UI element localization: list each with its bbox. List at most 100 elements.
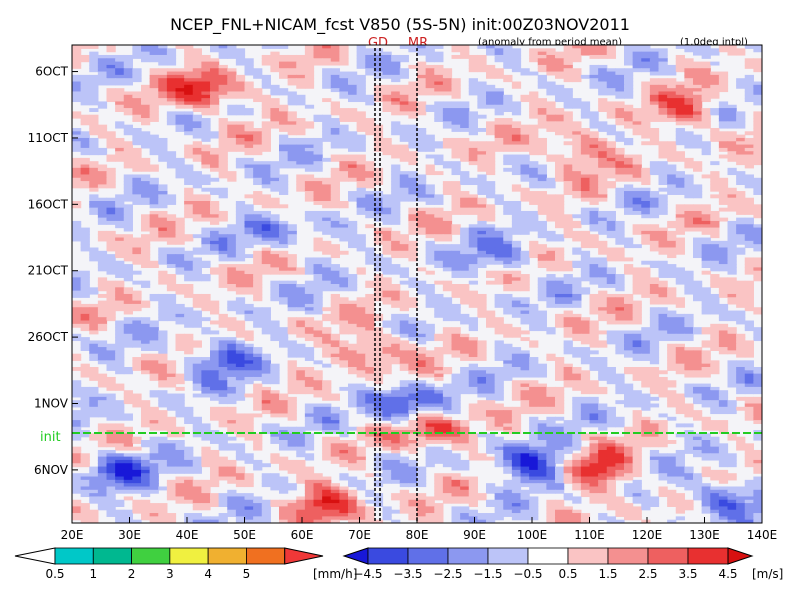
heatmap-cell (511, 350, 522, 355)
heatmap-cell (201, 181, 211, 186)
heatmap-cell (511, 247, 522, 252)
heatmap-cell (72, 91, 82, 96)
heatmap-cell (253, 220, 263, 225)
heatmap-cell (460, 201, 470, 205)
heatmap-cell (184, 201, 194, 205)
heatmap-cell (313, 154, 323, 159)
heatmap-cell (658, 84, 668, 89)
heatmap-cell (555, 287, 565, 292)
heatmap-cell (339, 51, 349, 56)
heatmap-cell (503, 343, 513, 348)
heatmap-cell (322, 124, 332, 129)
heatmap-cell (141, 220, 151, 225)
heatmap-cell (546, 111, 556, 116)
heatmap-cell (486, 317, 496, 322)
heatmap-cell (710, 284, 720, 288)
heatmap-cell (615, 250, 625, 255)
heatmap-cell (115, 204, 125, 209)
heatmap-cell (296, 177, 306, 182)
heatmap-cell (460, 111, 470, 116)
heatmap-cell (546, 61, 556, 66)
heatmap-cell (141, 264, 151, 269)
heatmap-cell (477, 217, 487, 222)
heatmap-cell (391, 234, 401, 239)
heatmap-cell (244, 71, 254, 76)
heatmap-cell (89, 68, 99, 73)
heatmap-cell (520, 154, 530, 159)
heatmap-cell (391, 84, 401, 89)
heatmap-cell (537, 171, 547, 176)
heatmap-cell (365, 313, 375, 318)
heatmap-cell (218, 191, 228, 195)
heatmap-cell (348, 234, 358, 239)
heatmap-cell (149, 224, 159, 229)
heatmap-cell (235, 137, 246, 142)
heatmap-cell (546, 124, 556, 129)
heatmap-cell (520, 280, 530, 285)
heatmap-cell (460, 290, 470, 295)
heatmap-cell (425, 154, 435, 159)
heatmap-cell (675, 111, 685, 116)
heatmap-cell (408, 333, 418, 338)
heatmap-cell (382, 250, 392, 255)
heatmap-cell (693, 287, 703, 292)
heatmap-cell (701, 270, 711, 275)
heatmap-cell (123, 68, 133, 73)
heatmap-cell (632, 274, 642, 278)
heatmap-cell (218, 91, 228, 96)
heatmap-cell (529, 124, 539, 129)
heatmap-cell (632, 280, 642, 285)
heatmap-cell (184, 104, 194, 109)
heatmap-cell (718, 154, 729, 159)
heatmap-cell (727, 141, 737, 146)
heatmap-cell (287, 230, 297, 235)
heatmap-cell (529, 327, 539, 332)
heatmap-cell (97, 220, 108, 225)
heatmap-cell (675, 277, 685, 282)
heatmap-cell (529, 51, 539, 56)
heatmap-cell (192, 71, 202, 76)
heatmap-cell (235, 310, 246, 315)
heatmap-cell (632, 267, 642, 272)
heatmap-cell (408, 174, 418, 179)
heatmap-cell (641, 101, 651, 106)
heatmap-cell (123, 71, 133, 76)
heatmap-cell (555, 161, 565, 166)
heatmap-cell (701, 300, 711, 305)
heatmap-cell (503, 45, 513, 49)
heatmap-cell (718, 343, 729, 348)
heatmap-cell (391, 207, 401, 212)
heatmap-cell (322, 227, 332, 232)
heatmap-cell (175, 347, 185, 351)
heatmap-cell (736, 114, 746, 119)
heatmap-cell (615, 177, 625, 182)
heatmap-cell (710, 274, 720, 278)
heatmap-cell (244, 94, 254, 99)
heatmap-cell (158, 214, 168, 219)
heatmap-cell (391, 313, 401, 318)
heatmap-cell (442, 267, 453, 272)
heatmap-cell (736, 174, 746, 179)
heatmap-cell (80, 340, 90, 345)
heatmap-cell (330, 307, 340, 312)
heatmap-cell (201, 78, 211, 83)
heatmap-cell (589, 240, 599, 245)
heatmap-cell (477, 297, 487, 302)
heatmap-cell (520, 337, 530, 342)
heatmap-cell (718, 307, 729, 312)
heatmap-cell (606, 210, 616, 215)
heatmap-cell (399, 270, 409, 275)
heatmap-cell (744, 244, 754, 249)
heatmap-cell (106, 297, 116, 302)
heatmap-cell (261, 174, 271, 179)
heatmap-cell (365, 307, 375, 312)
heatmap-cell (313, 270, 323, 275)
heatmap-cell (477, 54, 487, 59)
heatmap-cell (322, 197, 332, 202)
heatmap-cell (192, 277, 202, 282)
heatmap-cell (667, 101, 677, 106)
heatmap-cell (339, 204, 349, 209)
heatmap-cell (373, 343, 384, 348)
heatmap-cell (555, 167, 565, 172)
heatmap-cell (287, 68, 297, 73)
